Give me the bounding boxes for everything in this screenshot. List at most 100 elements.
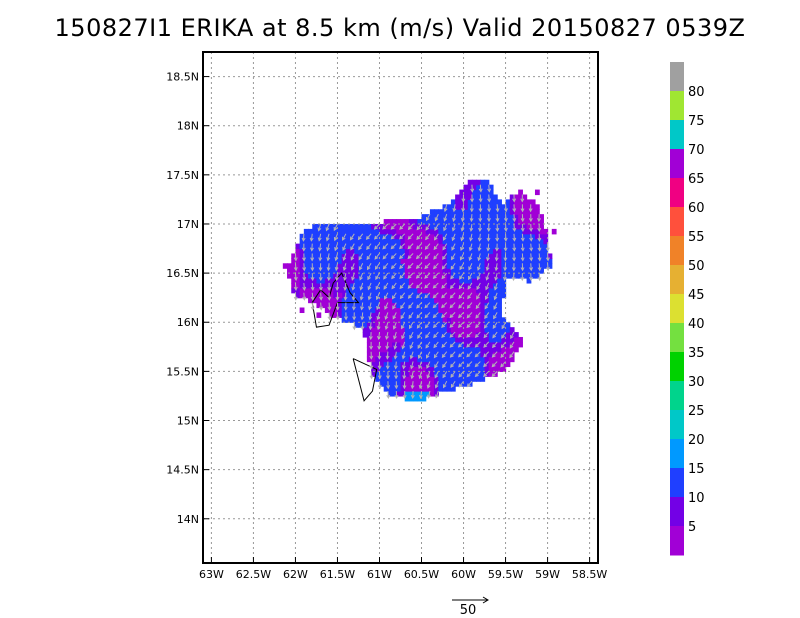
- wind-cell: [429, 356, 435, 363]
- wind-cell: [291, 258, 297, 264]
- wind-cell: [329, 253, 334, 259]
- wind-cell: [480, 189, 486, 196]
- wind-cell: [312, 273, 318, 279]
- wind-cell: [497, 243, 502, 250]
- wind-cell: [375, 361, 381, 368]
- wind-cell: [509, 248, 515, 255]
- wind-cell: [513, 219, 519, 225]
- wind-cell: [421, 356, 427, 363]
- wind-cell: [459, 243, 465, 250]
- wind-cell: [484, 268, 490, 274]
- wind-cell: [287, 268, 292, 274]
- wind-vector: [390, 223, 397, 230]
- wind-cell: [450, 327, 456, 333]
- wind-cell: [413, 258, 418, 264]
- wind-cell: [366, 307, 372, 314]
- wind-cell: [383, 307, 389, 314]
- wind-vector: [495, 223, 500, 233]
- wind-cell: [387, 356, 393, 363]
- wind-cell: [329, 297, 334, 304]
- wind-vector: [503, 253, 508, 262]
- wind-cell: [505, 238, 511, 245]
- wind-vector: [528, 204, 533, 213]
- wind-vector: [393, 341, 398, 350]
- wind-vector: [432, 282, 439, 289]
- wind-cell: [497, 209, 502, 215]
- wind-cell: [518, 204, 523, 210]
- wind-vector: [399, 233, 406, 240]
- wind-cell: [421, 341, 427, 348]
- wind-cell: [303, 258, 309, 264]
- wind-cell: [446, 263, 452, 269]
- wind-vector: [545, 243, 550, 252]
- wind-cell: [471, 302, 477, 309]
- wind-cell: [354, 248, 360, 255]
- wind-cell: [345, 307, 351, 314]
- wind-cell: [396, 292, 402, 299]
- colorbar-segment: [670, 294, 684, 324]
- wind-cell: [337, 268, 343, 274]
- wind-cell: [371, 238, 376, 245]
- wind-cell: [350, 273, 355, 279]
- y-tick-label: 17.5N: [166, 169, 199, 182]
- wind-cell: [421, 391, 427, 397]
- wind-cell: [375, 332, 381, 338]
- wind-cell: [438, 273, 444, 279]
- wind-cell: [400, 219, 406, 225]
- wind-cell: [467, 179, 473, 186]
- wind-cell: [404, 336, 410, 343]
- wind-cell: [505, 327, 511, 333]
- wind-cell: [400, 248, 406, 255]
- wind-cell: [509, 219, 515, 225]
- wind-cell: [480, 282, 486, 289]
- wind-cell: [501, 356, 507, 363]
- wind-cell: [299, 248, 305, 255]
- wind-cell: [450, 302, 456, 309]
- colorbar-label: 10: [688, 491, 705, 506]
- wind-cell: [522, 209, 528, 215]
- wind-cell: [337, 297, 343, 304]
- wind-vector: [537, 263, 542, 272]
- wind-cell: [337, 292, 343, 299]
- wind-cell: [497, 223, 502, 230]
- wind-cell: [463, 233, 469, 240]
- wind-cell: [488, 243, 494, 250]
- wind-vector: [399, 272, 406, 280]
- wind-cell: [408, 386, 414, 392]
- wind-cell: [421, 381, 427, 387]
- wind-cell: [396, 263, 402, 269]
- wind-cell: [408, 366, 414, 372]
- wind-vector: [399, 282, 406, 290]
- wind-cell: [320, 228, 326, 235]
- wind-cell: [341, 258, 347, 264]
- wind-cell: [488, 332, 494, 338]
- wind-cell: [551, 228, 557, 235]
- colorbar-segment: [670, 381, 684, 411]
- wind-cell: [509, 336, 515, 343]
- wind-cell: [492, 199, 498, 205]
- wind-vector: [310, 302, 315, 311]
- wind-vector: [475, 321, 481, 329]
- wind-cell: [413, 346, 418, 353]
- wind-cell: [476, 268, 481, 274]
- wind-cell: [291, 273, 297, 279]
- wind-cell: [425, 346, 431, 353]
- wind-vector: [470, 184, 475, 193]
- wind-cell: [421, 214, 427, 220]
- wind-cell: [316, 273, 322, 279]
- wind-vector: [483, 321, 490, 329]
- wind-cell: [484, 194, 490, 201]
- wind-cell: [366, 341, 372, 348]
- wind-vector: [375, 292, 380, 301]
- wind-cell: [476, 366, 481, 372]
- wind-vector: [491, 371, 498, 378]
- wind-cell: [434, 278, 439, 284]
- wind-vector: [442, 380, 448, 389]
- wind-cell: [497, 366, 502, 372]
- wind-vector: [493, 302, 498, 310]
- wind-cell: [434, 391, 439, 397]
- wind-vector: [520, 223, 525, 232]
- wind-cell: [509, 263, 515, 269]
- wind-cell: [345, 248, 351, 255]
- wind-cell: [429, 386, 435, 392]
